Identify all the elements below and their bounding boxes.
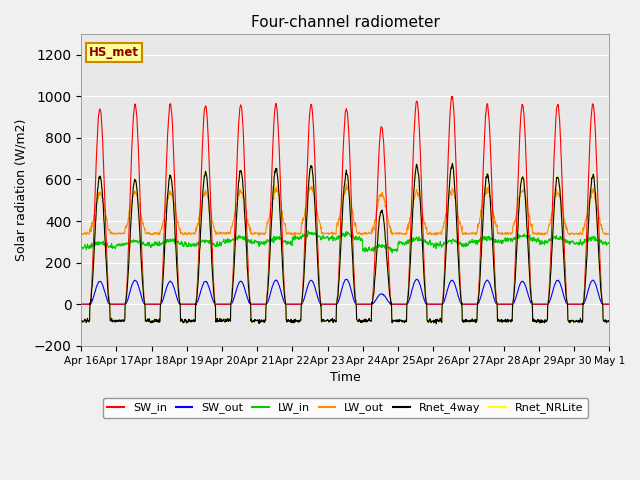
SW_out: [428, 301, 435, 307]
SW_out: [543, 301, 550, 307]
LW_out: [605, 231, 613, 237]
LW_out: [342, 181, 350, 187]
LW_out: [182, 231, 189, 237]
Line: SW_out: SW_out: [81, 279, 609, 304]
Rnet_NRLite: [427, 317, 435, 323]
Legend: SW_in, SW_out, LW_in, LW_out, Rnet_4way, Rnet_NRLite: SW_in, SW_out, LW_in, LW_out, Rnet_4way,…: [103, 398, 588, 418]
SW_in: [77, 301, 85, 307]
LW_out: [543, 230, 551, 236]
Rnet_NRLite: [497, 317, 504, 323]
LW_in: [605, 240, 613, 246]
SW_in: [605, 301, 613, 307]
SW_in: [496, 301, 504, 307]
SW_in: [427, 301, 435, 307]
Rnet_4way: [253, 317, 261, 323]
LW_in: [182, 241, 189, 247]
SW_in: [195, 256, 202, 262]
Rnet_NRLite: [605, 318, 613, 324]
Line: LW_in: LW_in: [81, 231, 609, 253]
Rnet_4way: [195, 272, 202, 278]
SW_in: [449, 94, 456, 99]
X-axis label: Time: Time: [330, 371, 360, 384]
LW_in: [195, 242, 202, 248]
Line: Rnet_NRLite: Rnet_NRLite: [81, 163, 609, 324]
Rnet_NRLite: [77, 318, 85, 324]
LW_in: [543, 238, 551, 244]
SW_out: [605, 301, 613, 307]
Rnet_NRLite: [543, 317, 551, 323]
LW_in: [305, 228, 312, 234]
LW_out: [497, 230, 504, 236]
Line: LW_out: LW_out: [81, 184, 609, 235]
Rnet_4way: [497, 317, 504, 323]
LW_out: [77, 230, 85, 236]
Line: Rnet_4way: Rnet_4way: [81, 164, 609, 324]
SW_in: [253, 301, 261, 307]
SW_out: [182, 301, 189, 307]
LW_in: [428, 240, 435, 246]
Rnet_NRLite: [195, 272, 202, 278]
SW_out: [342, 276, 350, 282]
SW_in: [543, 301, 550, 307]
Rnet_4way: [427, 317, 435, 323]
Text: HS_met: HS_met: [89, 47, 139, 60]
SW_out: [253, 301, 261, 307]
LW_out: [428, 232, 435, 238]
LW_in: [77, 244, 85, 250]
Rnet_4way: [182, 318, 189, 324]
Rnet_4way: [543, 317, 551, 323]
Rnet_NRLite: [449, 160, 456, 166]
Title: Four-channel radiometer: Four-channel radiometer: [251, 15, 440, 30]
LW_out: [433, 232, 440, 238]
Rnet_4way: [449, 161, 456, 167]
LW_in: [388, 250, 396, 256]
Rnet_4way: [433, 321, 440, 326]
SW_out: [496, 301, 504, 307]
LW_out: [195, 221, 202, 227]
Rnet_4way: [77, 318, 85, 324]
LW_in: [497, 239, 504, 244]
Line: SW_in: SW_in: [81, 96, 609, 304]
LW_out: [253, 230, 261, 236]
Y-axis label: Solar radiation (W/m2): Solar radiation (W/m2): [15, 119, 28, 261]
SW_in: [182, 301, 189, 307]
SW_out: [77, 301, 85, 307]
Rnet_NRLite: [182, 318, 189, 324]
Rnet_4way: [605, 318, 613, 324]
Rnet_NRLite: [433, 321, 440, 326]
SW_out: [195, 296, 202, 302]
Rnet_NRLite: [253, 317, 261, 323]
LW_in: [253, 239, 261, 244]
